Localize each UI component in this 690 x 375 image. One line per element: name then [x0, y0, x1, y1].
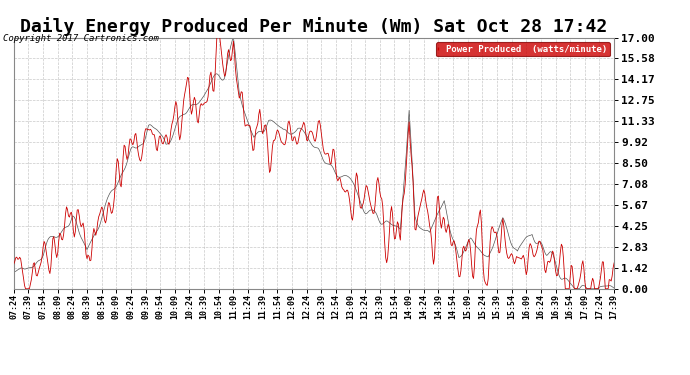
Legend: Power Produced  (watts/minute): Power Produced (watts/minute) [435, 42, 609, 56]
Title: Daily Energy Produced Per Minute (Wm) Sat Oct 28 17:42: Daily Energy Produced Per Minute (Wm) Sa… [20, 17, 608, 36]
Text: Copyright 2017 Cartronics.com: Copyright 2017 Cartronics.com [3, 34, 159, 43]
